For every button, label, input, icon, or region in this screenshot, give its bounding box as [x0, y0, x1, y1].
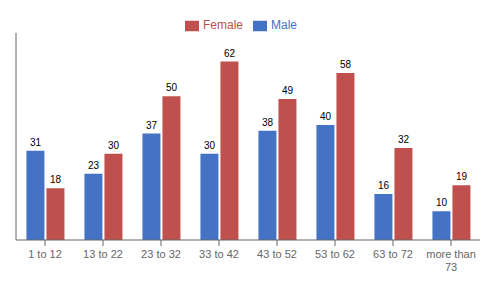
svg-text:58: 58 — [340, 59, 352, 70]
svg-text:13 to 22: 13 to 22 — [83, 248, 123, 260]
svg-text:37: 37 — [146, 120, 158, 131]
svg-text:23: 23 — [88, 160, 100, 171]
html-text:Male: Male — [271, 18, 297, 32]
svg-text:19: 19 — [456, 171, 468, 182]
svg-text:18: 18 — [50, 174, 62, 185]
svg-text:63 to 72: 63 to 72 — [373, 248, 413, 260]
svg-text:1 to 12: 1 to 12 — [28, 248, 62, 260]
svg-text:53 to 62: 53 to 62 — [315, 248, 355, 260]
svg-text:50: 50 — [166, 82, 178, 93]
svg-text:10: 10 — [436, 197, 448, 208]
svg-text:38: 38 — [262, 117, 274, 128]
svg-text:30: 30 — [204, 140, 216, 151]
svg-text:32: 32 — [398, 134, 410, 145]
svg-text:62: 62 — [224, 48, 236, 59]
svg-text:16: 16 — [378, 180, 390, 191]
svg-text:43 to 52: 43 to 52 — [257, 248, 297, 260]
svg-text:23 to 32: 23 to 32 — [141, 248, 181, 260]
svg-text:more than73: more than73 — [426, 248, 476, 273]
svg-text:40: 40 — [320, 111, 332, 122]
svg-text:33 to 42: 33 to 42 — [199, 248, 239, 260]
svg-text:31: 31 — [30, 137, 42, 148]
svg-text:30: 30 — [108, 140, 120, 151]
html-text:Female: Female — [203, 18, 243, 32]
svg-text:49: 49 — [282, 85, 294, 96]
